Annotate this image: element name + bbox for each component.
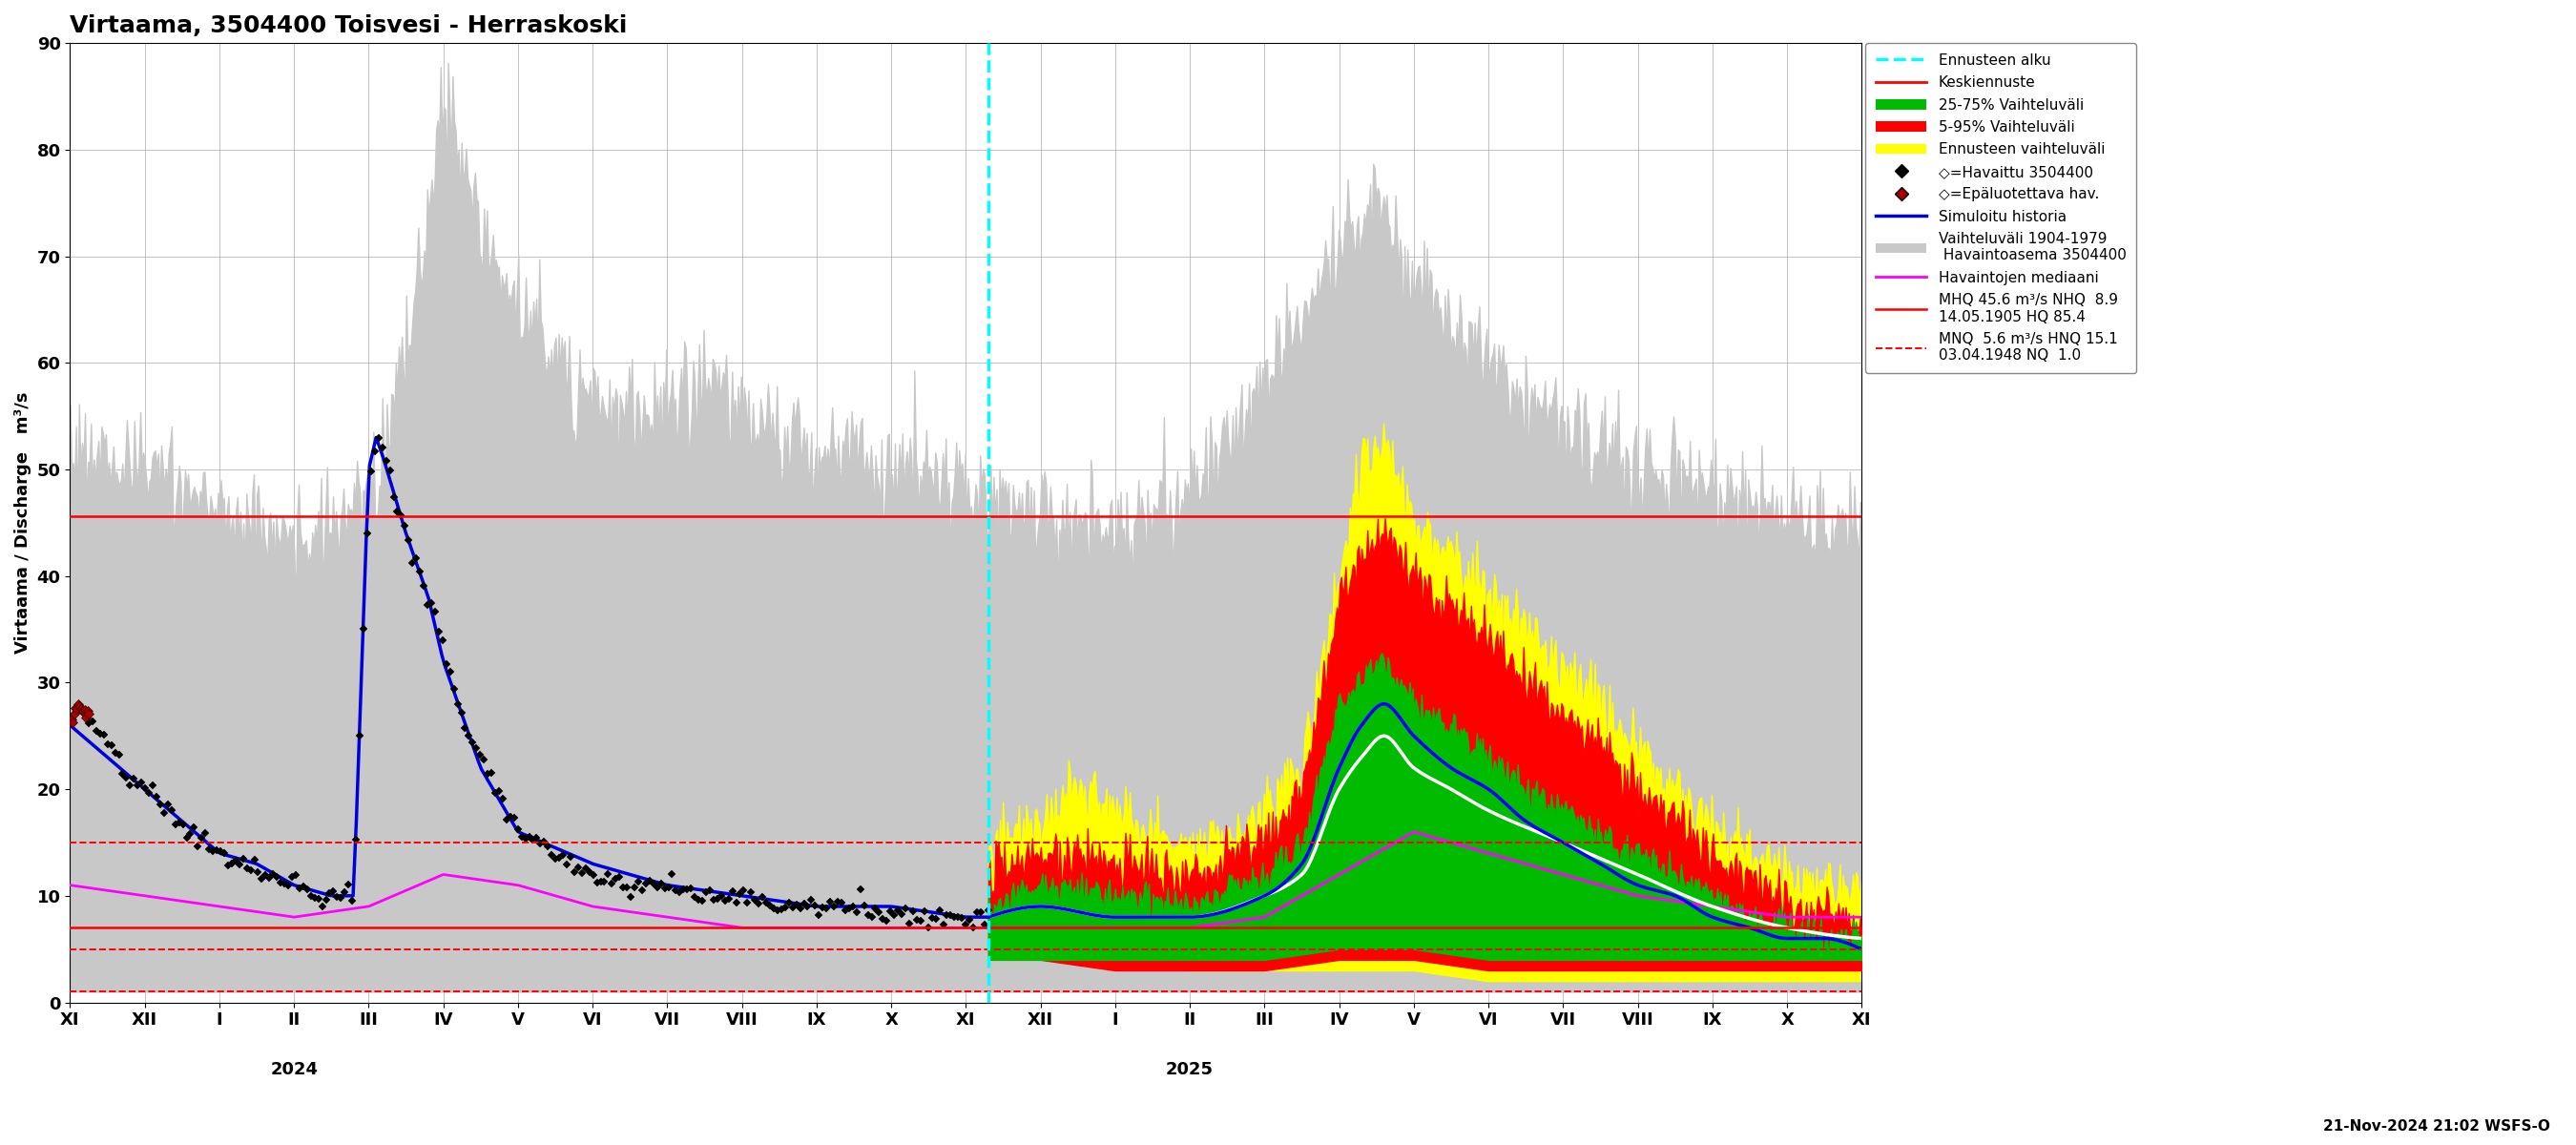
Y-axis label: Virtaama / Discharge   m³/s: Virtaama / Discharge m³/s xyxy=(15,392,31,654)
Text: Virtaama, 3504400 Toisvesi - Herraskoski: Virtaama, 3504400 Toisvesi - Herraskoski xyxy=(70,14,629,37)
Legend: Ennusteen alku, Keskiennuste, 25-75% Vaihteluväli, 5-95% Vaihteluväli, Ennusteen: Ennusteen alku, Keskiennuste, 25-75% Vai… xyxy=(1865,44,2136,373)
Text: 21-Nov-2024 21:02 WSFS-O: 21-Nov-2024 21:02 WSFS-O xyxy=(2324,1120,2550,1134)
Text: 2025: 2025 xyxy=(1167,1061,1213,1079)
Text: 2024: 2024 xyxy=(270,1061,317,1079)
